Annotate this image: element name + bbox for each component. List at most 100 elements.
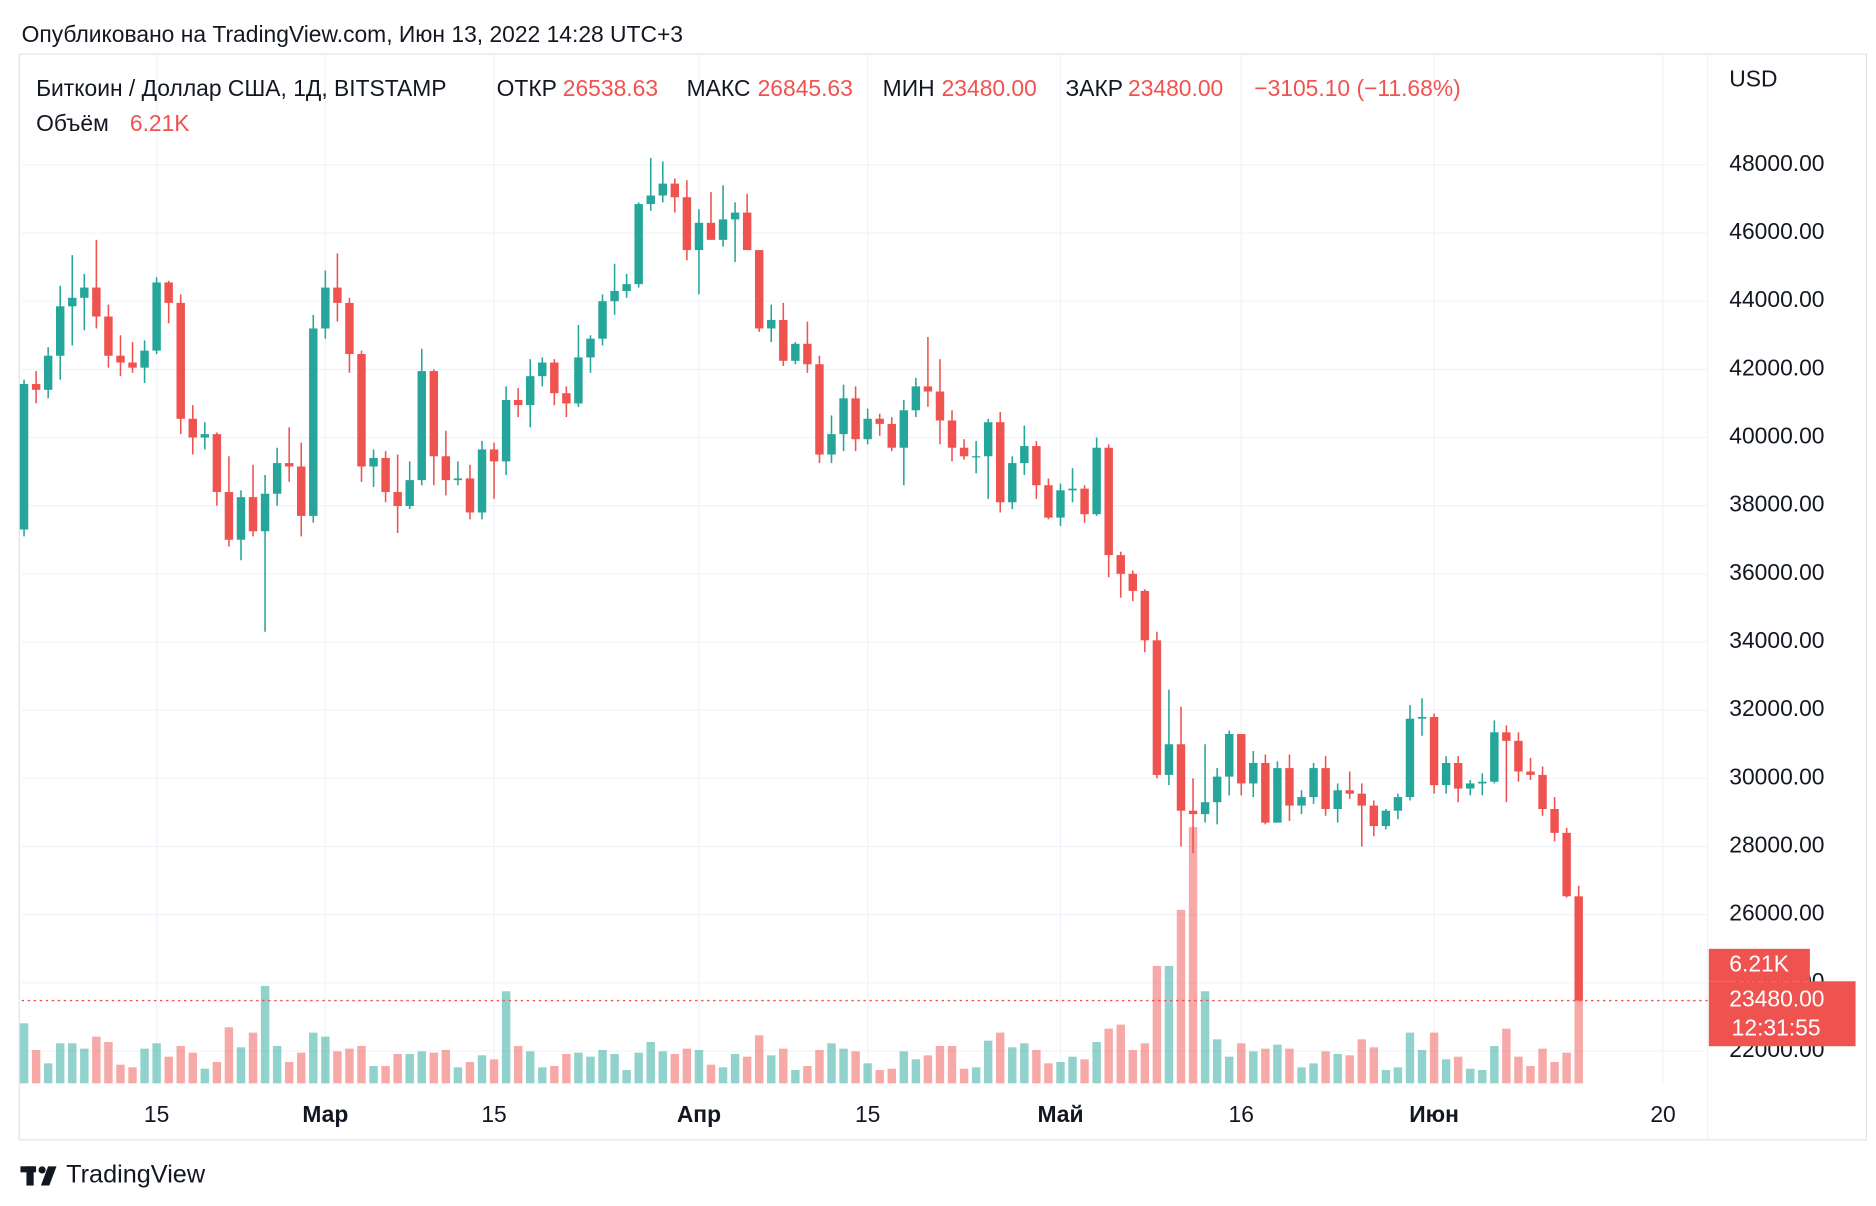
candle-body bbox=[1466, 783, 1475, 789]
x-tick-label: Июн bbox=[1409, 1101, 1459, 1127]
volume-bar bbox=[393, 1053, 402, 1084]
volume-bar bbox=[1092, 1041, 1101, 1084]
candle-body bbox=[80, 287, 89, 298]
candle-body bbox=[19, 384, 29, 530]
y-tick-label: 42000.00 bbox=[1729, 354, 1824, 380]
volume-bar bbox=[1441, 1059, 1451, 1084]
candle-body bbox=[634, 204, 643, 285]
volume-bar bbox=[670, 1053, 680, 1084]
candle-body bbox=[586, 338, 595, 358]
candle-body bbox=[128, 362, 137, 368]
volume-bar bbox=[1369, 1047, 1379, 1084]
candle-body bbox=[1044, 485, 1053, 518]
candle-body bbox=[1032, 446, 1041, 486]
volume-bar bbox=[19, 1023, 29, 1084]
high-value: 26845.63 bbox=[758, 75, 853, 101]
candle-body bbox=[923, 386, 933, 392]
candle-body bbox=[646, 195, 655, 205]
volume-bar bbox=[1104, 1028, 1113, 1084]
brand: TradingView bbox=[66, 1161, 206, 1189]
candle-body bbox=[971, 456, 981, 458]
candle-body bbox=[1502, 732, 1511, 741]
candle-body bbox=[742, 212, 752, 251]
candle-body bbox=[465, 478, 475, 513]
y-tick-label: 46000.00 bbox=[1729, 218, 1824, 244]
close-label: ЗАКР bbox=[1065, 75, 1123, 101]
candle-body bbox=[1249, 762, 1258, 784]
candle-body bbox=[1080, 488, 1089, 515]
candle-body bbox=[1020, 446, 1029, 464]
volume-bar bbox=[357, 1045, 366, 1084]
volume-bar bbox=[730, 1053, 740, 1084]
candle-body bbox=[622, 284, 631, 291]
candle-body bbox=[1369, 805, 1379, 827]
volume-bar bbox=[899, 1051, 909, 1084]
candle-body bbox=[1429, 716, 1439, 786]
volume-bar bbox=[465, 1062, 475, 1084]
candle-body bbox=[947, 420, 957, 448]
candle-body bbox=[1008, 463, 1017, 503]
candle-body bbox=[1333, 790, 1342, 810]
candle-body bbox=[1538, 774, 1547, 810]
candle-body bbox=[1526, 771, 1535, 775]
volume-bar bbox=[1176, 909, 1186, 1084]
candle-body bbox=[489, 449, 499, 462]
volume-bar bbox=[634, 1052, 643, 1084]
candle-body bbox=[1574, 896, 1583, 1001]
x-tick-label: Май bbox=[1037, 1101, 1083, 1127]
y-tick-label: 30000.00 bbox=[1729, 763, 1824, 789]
candle-body bbox=[1345, 790, 1354, 794]
volume-bar bbox=[1224, 1056, 1234, 1084]
volume-bar bbox=[754, 1035, 764, 1084]
candle-body bbox=[1393, 797, 1403, 811]
candle-body bbox=[92, 287, 101, 317]
candle-body bbox=[767, 319, 776, 329]
volume-bar bbox=[140, 1048, 149, 1084]
volume-bar bbox=[1429, 1032, 1439, 1084]
candle-body bbox=[1164, 744, 1174, 775]
candle-body bbox=[670, 183, 680, 198]
candle-body bbox=[309, 328, 318, 516]
candle-body bbox=[1056, 490, 1065, 518]
volume-bar bbox=[128, 1067, 137, 1084]
volume-bar bbox=[911, 1059, 921, 1084]
y-tick-label: 44000.00 bbox=[1729, 286, 1824, 312]
volume-bar bbox=[875, 1070, 884, 1084]
volume-bar bbox=[501, 991, 511, 1084]
candle-body bbox=[1092, 447, 1101, 515]
volume-bar bbox=[574, 1052, 583, 1084]
volume-bar bbox=[996, 1032, 1005, 1084]
volume-bar bbox=[260, 985, 270, 1084]
volume-bar bbox=[1080, 1059, 1089, 1084]
candle-body bbox=[550, 362, 559, 394]
volume-bar bbox=[1309, 1063, 1318, 1084]
candle-body bbox=[694, 222, 704, 251]
candle-body bbox=[1453, 762, 1463, 789]
x-tick-label: 15 bbox=[144, 1101, 169, 1127]
volume-bar bbox=[1237, 1043, 1246, 1084]
axis-label: USD bbox=[1729, 66, 1777, 92]
candle-body bbox=[357, 354, 366, 467]
volume-bar bbox=[345, 1048, 354, 1084]
volume-bar bbox=[1550, 1062, 1559, 1084]
volume-bar bbox=[538, 1067, 547, 1084]
volume-label: Объём bbox=[36, 110, 109, 136]
volume-bar bbox=[1345, 1055, 1354, 1084]
volume-bar bbox=[525, 1051, 535, 1084]
x-tick-label: 15 bbox=[855, 1101, 880, 1127]
y-tick-label: 26000.00 bbox=[1729, 900, 1824, 926]
candle-body bbox=[1357, 793, 1366, 806]
volume-bar bbox=[176, 1045, 185, 1084]
volume-bar bbox=[441, 1049, 451, 1084]
volume-bar bbox=[188, 1052, 197, 1084]
volume-bar bbox=[297, 1052, 306, 1084]
candle-body bbox=[911, 386, 921, 411]
price-tag bbox=[1708, 981, 1856, 1047]
volume-bar bbox=[767, 1055, 776, 1084]
y-tick-label: 38000.00 bbox=[1729, 491, 1824, 517]
plot bbox=[19, 54, 1708, 1084]
candle-body bbox=[1490, 732, 1499, 782]
volume-bar bbox=[646, 1041, 655, 1084]
candle-body bbox=[1321, 768, 1330, 810]
candle-body bbox=[1104, 447, 1113, 556]
